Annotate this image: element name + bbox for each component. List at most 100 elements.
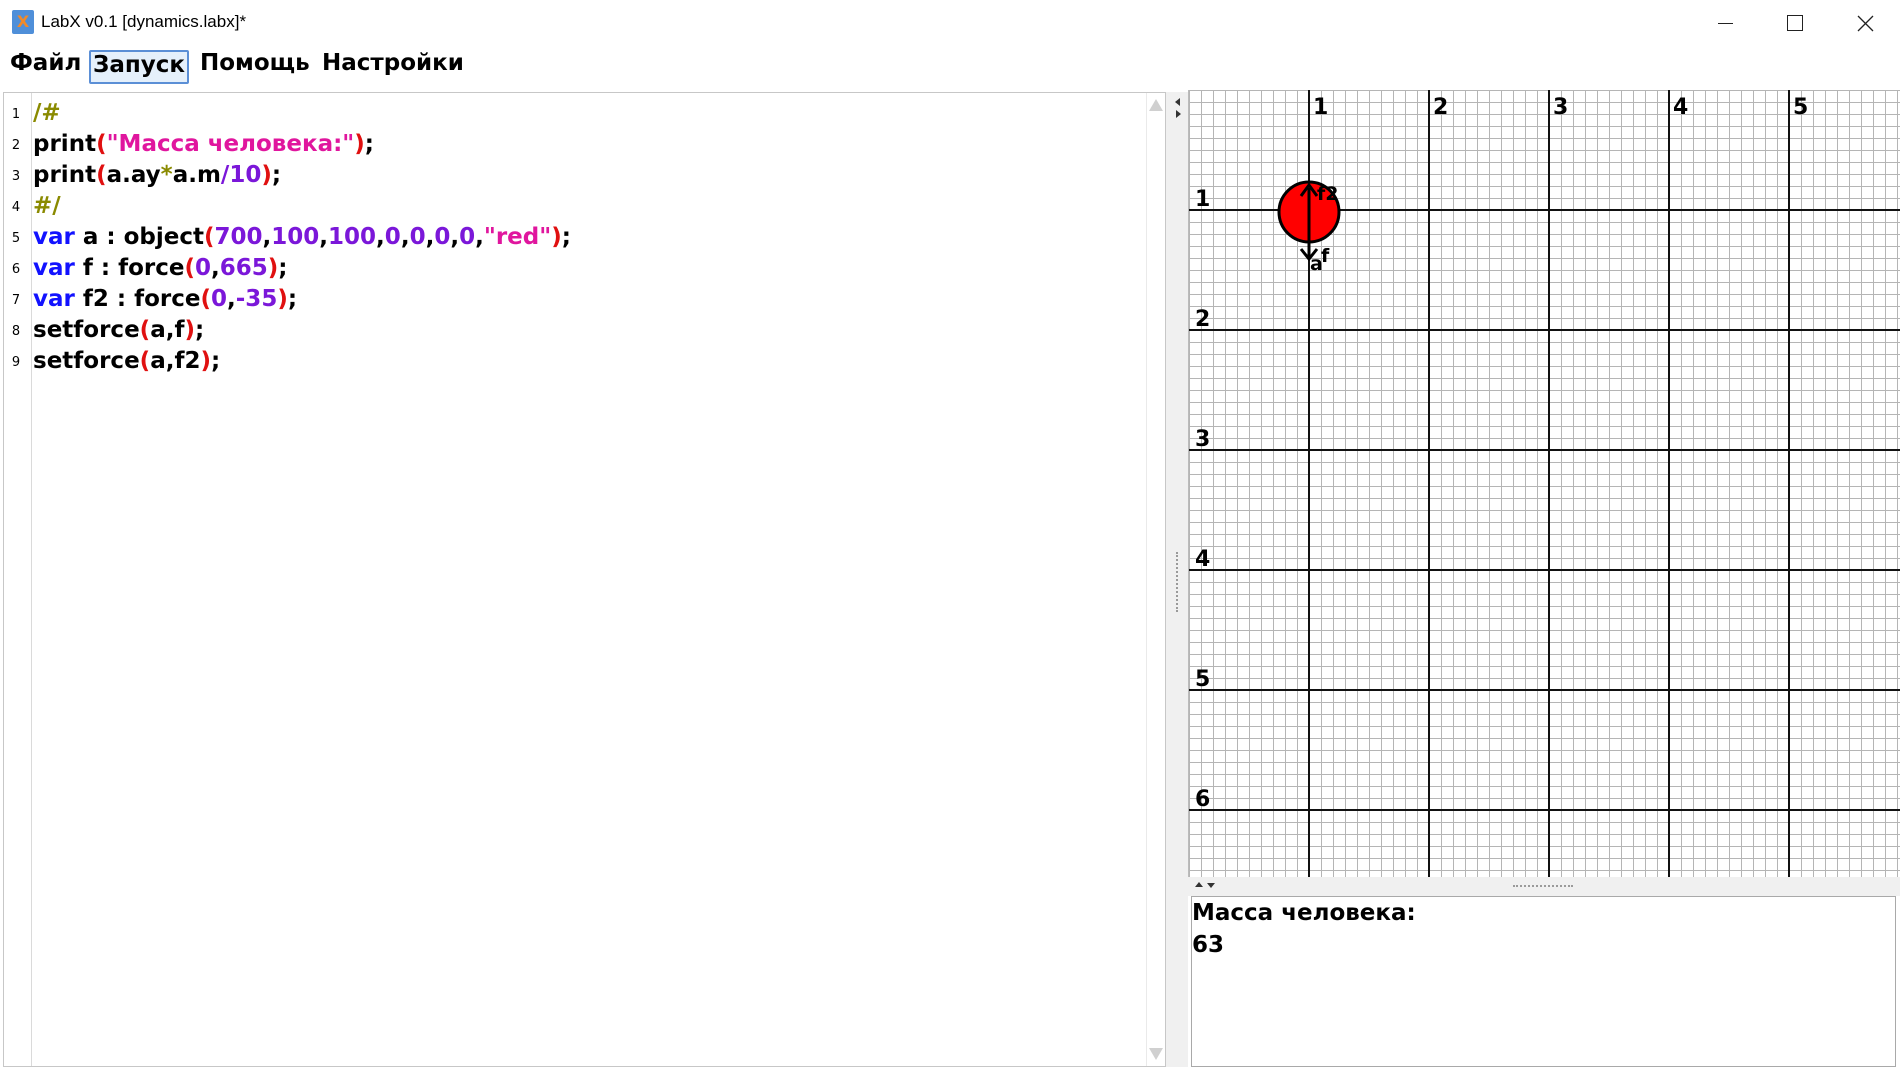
maximize-button[interactable] bbox=[1760, 0, 1830, 46]
code-line[interactable]: print("Масса человека:"); bbox=[4, 129, 1134, 160]
code-token: print bbox=[33, 162, 97, 188]
scroll-down-arrow-icon[interactable] bbox=[1149, 1048, 1163, 1060]
x-axis-label: 1 bbox=[1313, 95, 1328, 120]
collapse-left-arrow-icon[interactable] bbox=[1175, 98, 1180, 106]
code-line[interactable]: /# bbox=[4, 98, 1134, 129]
code-token: 0 bbox=[384, 224, 401, 250]
code-token: 0 bbox=[194, 255, 211, 281]
grid-svg: 1 2 3 4 5 1 2 3 4 5 6 f2 fa bbox=[1189, 90, 1900, 877]
code-token: , bbox=[376, 224, 385, 250]
code-token: var bbox=[33, 255, 75, 281]
line-number: 6 bbox=[11, 262, 21, 277]
minimize-button[interactable] bbox=[1690, 0, 1760, 46]
code-line[interactable]: var f2 : force(0,-35); bbox=[4, 284, 1134, 315]
code-token: setforce bbox=[33, 348, 140, 374]
y-axis-label: 6 bbox=[1195, 787, 1210, 812]
code-token: "red" bbox=[483, 224, 552, 250]
code-token: * bbox=[160, 162, 173, 188]
code-token: ) bbox=[200, 348, 211, 374]
minimize-icon bbox=[1717, 22, 1733, 24]
line-number-gutter: 1 2 3 4 5 6 7 8 9 bbox=[4, 93, 32, 1066]
close-button[interactable] bbox=[1830, 0, 1900, 46]
y-axis-label: 3 bbox=[1195, 427, 1210, 452]
code-token: 100 bbox=[271, 224, 320, 250]
output-console[interactable]: Масса человека: 63 bbox=[1191, 896, 1896, 1067]
collapse-down-arrow-icon[interactable] bbox=[1207, 883, 1215, 888]
code-token: ) bbox=[277, 286, 288, 312]
code-token: print bbox=[33, 131, 97, 157]
editor-scrollbar[interactable] bbox=[1146, 93, 1165, 1066]
code-token: ; bbox=[364, 131, 374, 157]
line-number: 9 bbox=[11, 355, 21, 370]
scroll-up-arrow-icon[interactable] bbox=[1149, 99, 1163, 111]
maximize-icon bbox=[1787, 15, 1803, 31]
code-token: ) bbox=[551, 224, 562, 250]
vector-label: a bbox=[1310, 253, 1323, 275]
horizontal-splitter[interactable] bbox=[1188, 877, 1900, 896]
collapse-up-arrow-icon[interactable] bbox=[1195, 882, 1203, 887]
y-axis-label: 4 bbox=[1195, 547, 1210, 572]
code-token: ; bbox=[194, 317, 205, 343]
code-line[interactable]: #/ bbox=[4, 191, 1134, 222]
x-axis-label: 5 bbox=[1793, 95, 1808, 120]
code-token: a,f2 bbox=[150, 348, 201, 374]
menu-settings[interactable]: Настройки bbox=[322, 50, 464, 76]
code-token: ; bbox=[210, 348, 221, 374]
code-token: ( bbox=[139, 348, 151, 374]
code-token: "Масса человека:" bbox=[106, 131, 355, 157]
code-token: f : force bbox=[74, 255, 185, 281]
line-number: 1 bbox=[11, 107, 21, 122]
code-line[interactable]: var f : force(0,665); bbox=[4, 253, 1134, 284]
code-line[interactable]: var a : object(700,100,100,0,0,0,0,"red"… bbox=[4, 222, 1134, 253]
vector-f2-head bbox=[1299, 182, 1319, 197]
code-token: , bbox=[475, 224, 484, 250]
line-number: 8 bbox=[11, 324, 21, 339]
code-token: , bbox=[262, 224, 272, 250]
code-token: ( bbox=[184, 255, 195, 281]
line-number: 3 bbox=[11, 169, 21, 184]
code-token: 700 bbox=[214, 224, 263, 250]
code-line[interactable]: setforce(a,f2); bbox=[4, 346, 1134, 377]
code-token: , bbox=[450, 224, 460, 250]
app-icon: X bbox=[12, 10, 34, 34]
code-token: ( bbox=[96, 131, 107, 157]
code-text: print(a.ay*a.m/10); bbox=[33, 160, 281, 191]
code-token: var bbox=[33, 286, 75, 312]
code-token: ; bbox=[271, 162, 282, 188]
code-token: a,f bbox=[150, 317, 185, 343]
code-token: ; bbox=[561, 224, 571, 250]
code-text: var f : force(0,665); bbox=[33, 253, 287, 284]
window-title: LabX v0.1 [dynamics.labx]* bbox=[41, 12, 247, 31]
code-line[interactable]: setforce(a,f); bbox=[4, 315, 1134, 346]
vector-f-head bbox=[1299, 248, 1319, 262]
menu-run[interactable]: Запуск bbox=[89, 50, 189, 84]
output-line: 63 bbox=[1192, 932, 1225, 958]
simulation-canvas[interactable]: 1 2 3 4 5 1 2 3 4 5 6 f2 f a bbox=[1188, 90, 1900, 877]
menu-help[interactable]: Помощь bbox=[200, 50, 310, 76]
title-bar: X LabX v0.1 [dynamics.labx]* bbox=[0, 0, 1900, 46]
collapse-right-arrow-icon[interactable] bbox=[1176, 110, 1181, 118]
code-token: 10 bbox=[229, 162, 262, 188]
code-token: a.m bbox=[172, 162, 221, 188]
menu-file[interactable]: Файл bbox=[10, 50, 82, 76]
force-vectors bbox=[1299, 182, 1319, 262]
vertical-splitter[interactable] bbox=[1166, 92, 1188, 1067]
code-token: ( bbox=[139, 317, 151, 343]
code-token: ; bbox=[278, 255, 288, 281]
code-line[interactable]: print(a.ay*a.m/10); bbox=[4, 160, 1134, 191]
splitter-grip[interactable] bbox=[1513, 885, 1573, 889]
code-token: 0 bbox=[434, 224, 451, 250]
code-token: #/ bbox=[33, 193, 61, 219]
code-token: 0 bbox=[211, 286, 228, 312]
y-axis-label: 5 bbox=[1195, 667, 1210, 692]
line-number: 7 bbox=[11, 293, 21, 308]
code-token: ) bbox=[261, 162, 272, 188]
code-text: var f2 : force(0,-35); bbox=[33, 284, 297, 315]
output-line: Масса человека: bbox=[1192, 900, 1416, 926]
splitter-grip[interactable] bbox=[1176, 552, 1180, 612]
code-token: setforce bbox=[33, 317, 140, 343]
line-number: 2 bbox=[11, 138, 21, 153]
line-number: 5 bbox=[11, 231, 21, 246]
code-token: 100 bbox=[328, 224, 377, 250]
